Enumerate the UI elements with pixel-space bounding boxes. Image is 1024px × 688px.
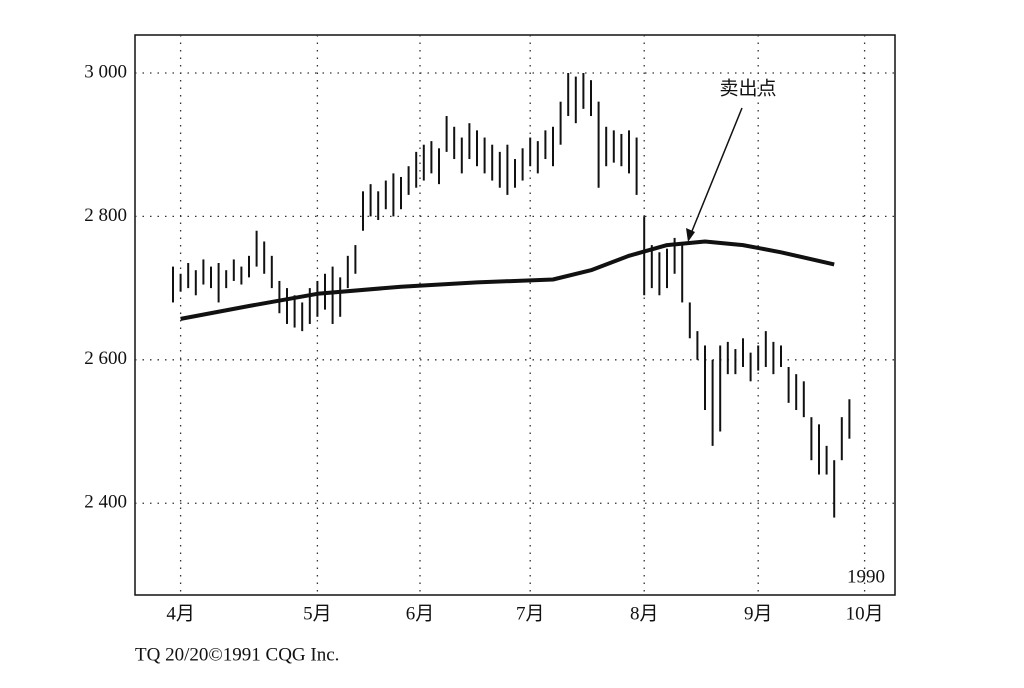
plot-frame — [134, 34, 896, 596]
y-tick-label: 2 600 — [84, 348, 127, 369]
y-tick-label: 2 800 — [84, 205, 127, 226]
arrow-head — [686, 228, 695, 242]
year-label: 1990 — [847, 566, 885, 587]
moving-average — [180, 239, 835, 321]
x-tick-label: 10月 — [846, 603, 884, 624]
annotation: 卖出点 — [719, 77, 776, 99]
footer: TQ 20/20©1991 CQG Inc. — [135, 644, 339, 665]
x-tick-label: 8月 — [630, 603, 659, 624]
x-tick-label: 6月 — [406, 603, 435, 624]
x-tick-label: 9月 — [744, 603, 773, 624]
annotation-arrow — [689, 107, 743, 237]
y-tick-label: 3 000 — [84, 61, 127, 82]
x-tick-label: 4月 — [166, 603, 195, 624]
x-tick-label: 5月 — [303, 603, 332, 624]
x-tick-label: 7月 — [516, 603, 545, 624]
y-tick-label: 2 400 — [84, 492, 127, 513]
